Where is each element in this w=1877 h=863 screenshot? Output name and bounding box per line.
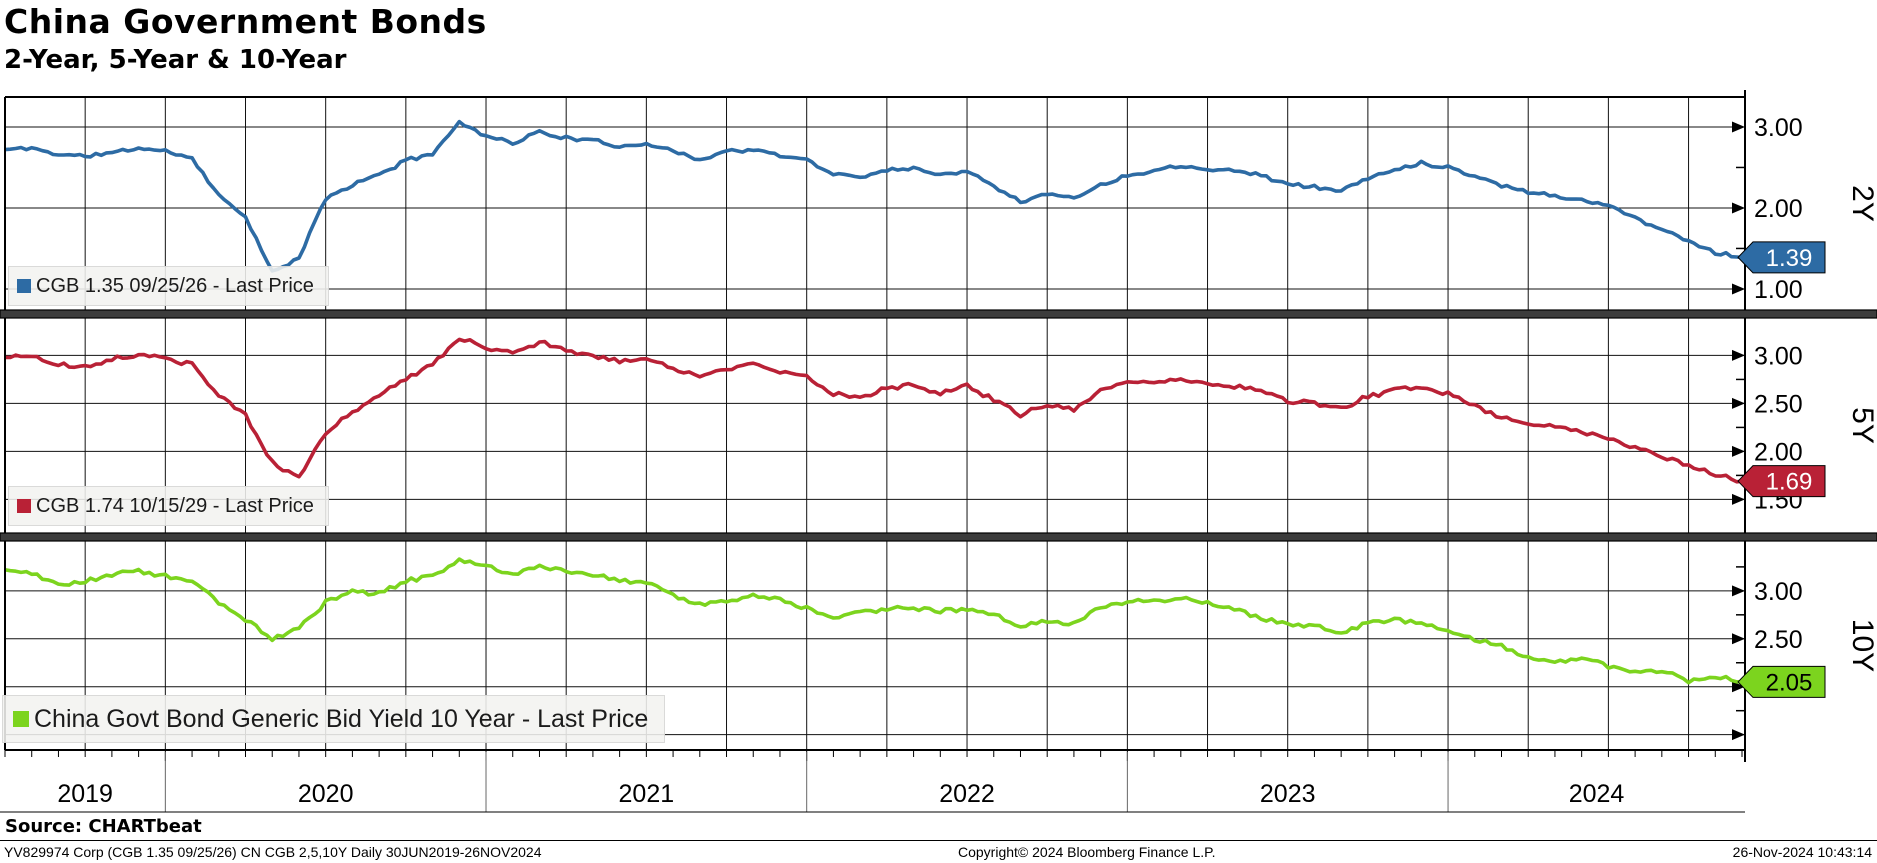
footer-ticker-info: YV829974 Corp (CGB 1.35 09/25/26) CN CGB… (4, 844, 542, 860)
svg-text:2.05: 2.05 (1766, 669, 1813, 696)
legend-2y: CGB 1.35 09/25/26 - Last Price (8, 266, 329, 306)
series-line-10Y (5, 557, 1744, 685)
panel-separator-bar (0, 532, 1877, 542)
svg-text:3.00: 3.00 (1754, 578, 1803, 606)
footer-copyright: Copyright© 2024 Bloomberg Finance L.P. (958, 844, 1216, 860)
svg-text:2019: 2019 (57, 780, 113, 808)
legend-label-10y: China Govt Bond Generic Bid Yield 10 Yea… (34, 704, 649, 733)
svg-text:2.00: 2.00 (1754, 195, 1803, 223)
svg-text:2024: 2024 (1569, 780, 1625, 808)
panel-axis-name-10Y: 10Y (1846, 619, 1877, 672)
svg-text:3.00: 3.00 (1754, 342, 1803, 370)
horizontal-gridlines-and-ticks: 3.002.001.003.002.502.001.503.002.50 (5, 114, 1803, 741)
legend-label-5y: CGB 1.74 10/15/29 - Last Price (36, 494, 314, 517)
svg-text:2023: 2023 (1260, 780, 1316, 808)
svg-text:1.00: 1.00 (1754, 276, 1803, 304)
legend-5y: CGB 1.74 10/15/29 - Last Price (8, 486, 329, 526)
page-title: China Government Bonds (4, 2, 487, 41)
series-line-2Y (5, 119, 1744, 273)
svg-text:2.50: 2.50 (1754, 626, 1803, 654)
legend-swatch-2y-icon (17, 279, 31, 293)
svg-text:2021: 2021 (619, 780, 675, 808)
svg-text:2020: 2020 (298, 780, 354, 808)
svg-text:2.00: 2.00 (1754, 438, 1803, 466)
footer-divider (0, 840, 1877, 841)
last-price-badge-10Y: 2.05 (1737, 665, 1826, 698)
legend-label-2y: CGB 1.35 09/25/26 - Last Price (36, 274, 314, 297)
svg-text:3.00: 3.00 (1754, 114, 1803, 142)
svg-text:2022: 2022 (939, 780, 995, 808)
x-axis-band: 2019 2020 2021 2022 2023 2024 (0, 750, 1745, 813)
series-line-5Y (5, 337, 1744, 484)
legend-swatch-5y-icon (17, 499, 31, 513)
panel-axis-name-2Y: 2Y (1846, 185, 1877, 222)
last-price-badge-5Y: 1.69 (1737, 465, 1826, 498)
page-subtitle: 2-Year, 5-Year & 10-Year (4, 45, 347, 75)
svg-text:1.69: 1.69 (1766, 469, 1813, 496)
legend-10y: China Govt Bond Generic Bid Yield 10 Yea… (2, 695, 666, 743)
panel-axis-name-5Y: 5Y (1846, 407, 1877, 444)
panel-separator-bar (0, 309, 1877, 319)
vertical-gridlines (84, 97, 1690, 750)
footer-timestamp: 26-Nov-2024 10:43:14 (1732, 844, 1872, 860)
last-price-badge-2Y: 1.39 (1737, 241, 1826, 274)
source-label: Source: CHARTbeat (5, 816, 202, 837)
svg-text:1.39: 1.39 (1766, 245, 1813, 272)
svg-text:2.50: 2.50 (1754, 390, 1803, 418)
plot-borders (4, 90, 1746, 762)
legend-swatch-10y-icon (13, 711, 29, 727)
